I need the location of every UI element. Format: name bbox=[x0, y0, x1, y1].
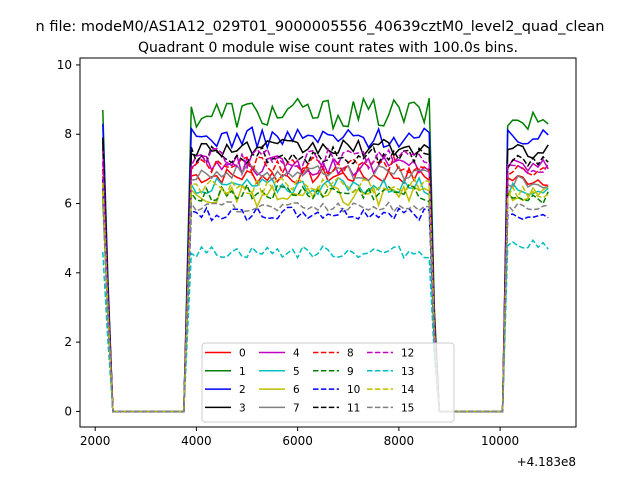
legend-label-12: 12 bbox=[401, 348, 414, 360]
series-line-12 bbox=[102, 147, 549, 413]
legend-label-4: 4 bbox=[293, 348, 300, 360]
legend-label-6: 6 bbox=[293, 384, 300, 396]
y-tick-label: 6 bbox=[64, 197, 72, 211]
series-line-9 bbox=[102, 182, 549, 413]
legend-label-13: 13 bbox=[401, 366, 414, 378]
x-tick-label: 8000 bbox=[384, 434, 415, 448]
legend-label-5: 5 bbox=[293, 366, 300, 378]
legend-box bbox=[201, 342, 455, 423]
x-tick-label: 4000 bbox=[181, 434, 212, 448]
chart-suptitle: n file: modeM0/AS1A12_029T01_9000005556_… bbox=[36, 19, 605, 35]
y-tick-label: 0 bbox=[64, 404, 72, 418]
y-tick-label: 4 bbox=[64, 266, 72, 280]
plot-frame bbox=[79, 57, 577, 428]
x-tick-label: 2000 bbox=[80, 434, 111, 448]
legend-label-1: 1 bbox=[239, 366, 246, 378]
legend-label-2: 2 bbox=[239, 384, 246, 396]
legend-label-9: 9 bbox=[347, 366, 354, 378]
y-tick-label: 8 bbox=[64, 127, 72, 141]
x-offset-text: +4.183e8 bbox=[517, 455, 576, 469]
chart-title: Quadrant 0 module wise count rates with … bbox=[138, 40, 518, 56]
y-tick-label: 2 bbox=[64, 335, 72, 349]
x-tick-label: 10000 bbox=[481, 434, 519, 448]
legend-label-7: 7 bbox=[293, 402, 300, 414]
legend-label-8: 8 bbox=[347, 348, 354, 360]
y-tick-label: 10 bbox=[57, 58, 72, 72]
legend-label-10: 10 bbox=[347, 384, 360, 396]
legend-label-3: 3 bbox=[239, 402, 246, 414]
legend-label-11: 11 bbox=[347, 402, 360, 414]
legend-label-0: 0 bbox=[239, 348, 246, 360]
legend-label-14: 14 bbox=[401, 384, 415, 396]
series-line-15 bbox=[102, 201, 549, 413]
x-tick-label: 6000 bbox=[282, 434, 313, 448]
legend-label-15: 15 bbox=[401, 402, 414, 414]
